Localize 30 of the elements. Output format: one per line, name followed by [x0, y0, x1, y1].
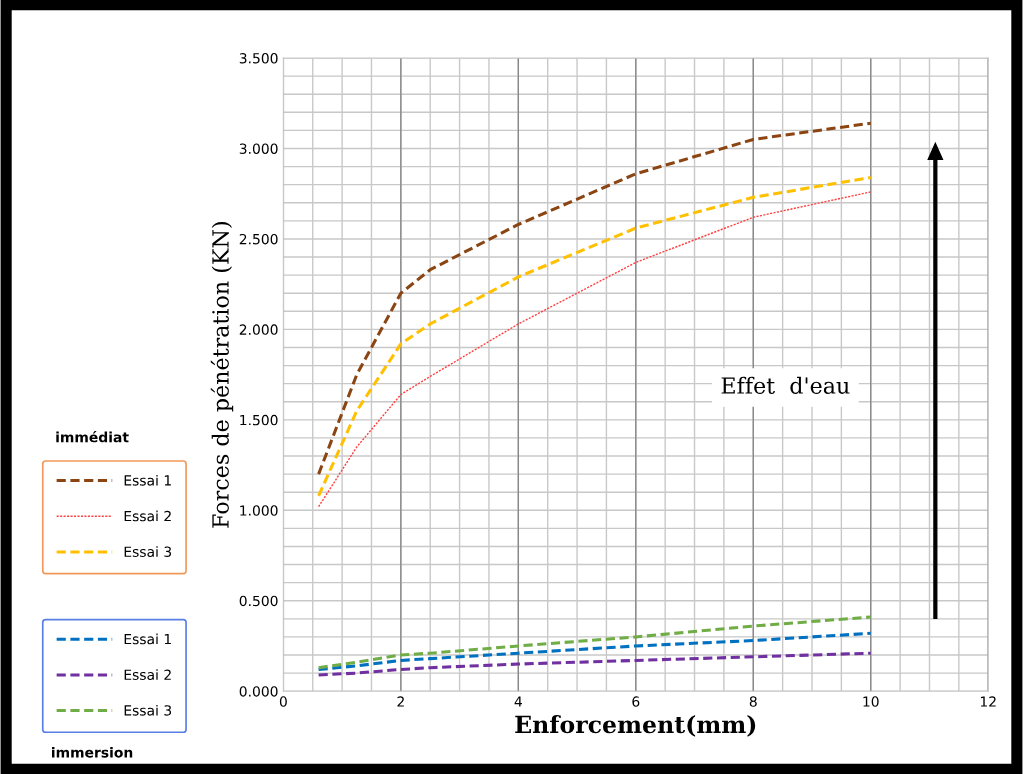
x-tick-label: 0: [279, 696, 287, 707]
y-tick-label: 0.000: [239, 686, 278, 697]
y-tick-label: 3.500: [239, 53, 278, 64]
line-series: [317, 631, 873, 671]
x-tick-label: 4: [514, 696, 522, 707]
x-tick-label: 12: [980, 696, 996, 707]
text: immersion: [52, 746, 133, 758]
legend-label: Essai 2: [124, 510, 171, 522]
text: immédiat: [56, 431, 129, 443]
legend-label: Essai 3: [124, 546, 172, 557]
x-axis-title: Enforcement(mm): [515, 715, 756, 737]
legend-label: Essai 3: [124, 704, 172, 716]
y-tick-label: 1.500: [240, 414, 278, 426]
y-tick-label: 2.500: [239, 233, 278, 245]
y-tick-label: 2.000: [239, 324, 278, 335]
y-tick-label: 3.000: [239, 143, 278, 154]
line-series: [317, 651, 873, 677]
line-series: [317, 615, 873, 670]
legend-label: Essai 1: [124, 474, 171, 486]
y-tick-label: 0.500: [239, 595, 278, 607]
x-tick-label: 10: [863, 696, 879, 707]
line-series: [317, 121, 873, 476]
y-tick-label: 1.000: [240, 505, 278, 516]
legend-label: Essai 2: [124, 669, 171, 680]
annotation: Effet d'eau: [721, 376, 850, 394]
y-axis-title: Forces de pénétration (KN): [210, 222, 234, 528]
x-tick-label: 8: [749, 696, 757, 707]
x-tick-label: 6: [632, 696, 640, 707]
legend-label: Essai 1: [124, 633, 171, 645]
x-tick-label: 2: [397, 696, 404, 707]
